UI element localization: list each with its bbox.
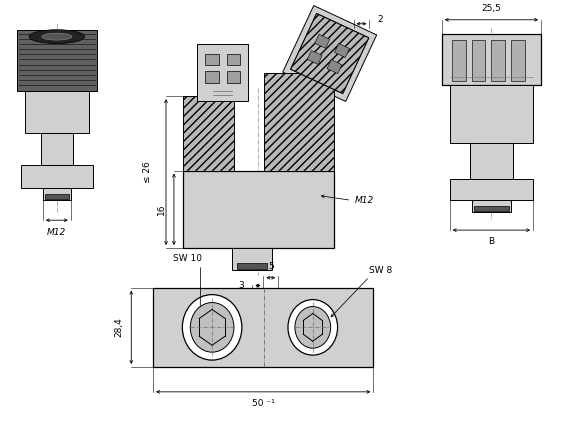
Bar (511, 40, 525, 81)
Ellipse shape (288, 299, 338, 355)
Text: 5: 5 (268, 262, 274, 271)
Ellipse shape (182, 294, 242, 360)
Bar (205, 54, 219, 66)
Bar (450, 179, 533, 201)
Text: SW 10: SW 10 (173, 254, 202, 263)
Text: 28,4: 28,4 (114, 318, 123, 337)
Bar (226, 54, 240, 66)
Ellipse shape (295, 307, 331, 348)
Text: 50 ⁻¹: 50 ⁻¹ (252, 399, 275, 408)
Bar (43, 189, 71, 201)
Text: 16: 16 (157, 203, 166, 215)
Bar (474, 206, 509, 211)
Text: ≤ 26: ≤ 26 (143, 161, 152, 183)
Bar (237, 263, 267, 269)
Bar (491, 40, 505, 81)
Text: M12: M12 (354, 196, 374, 205)
Bar (197, 44, 249, 101)
Ellipse shape (190, 302, 234, 352)
Bar (470, 143, 513, 179)
Bar (21, 165, 93, 189)
Text: M12: M12 (47, 228, 66, 237)
Bar (45, 195, 69, 199)
Bar (226, 71, 240, 83)
Bar (264, 73, 333, 170)
Bar (442, 34, 541, 85)
Text: B: B (488, 237, 495, 246)
Polygon shape (283, 5, 377, 102)
Bar (25, 91, 88, 133)
Ellipse shape (42, 33, 72, 40)
Polygon shape (290, 14, 369, 93)
Bar (205, 71, 219, 83)
Bar (452, 40, 466, 81)
Text: 3: 3 (239, 281, 244, 290)
Bar (183, 96, 235, 170)
Bar (153, 288, 373, 367)
Ellipse shape (29, 30, 84, 44)
Bar (17, 30, 97, 91)
Bar (183, 170, 333, 248)
Polygon shape (290, 14, 369, 93)
Polygon shape (335, 44, 350, 58)
Bar (471, 201, 511, 212)
Bar (232, 248, 272, 270)
Polygon shape (307, 50, 322, 64)
Polygon shape (327, 60, 342, 74)
Text: 25,5: 25,5 (481, 4, 501, 13)
Polygon shape (315, 34, 330, 48)
Bar (450, 85, 533, 143)
Text: SW 8: SW 8 (370, 266, 393, 275)
Text: 2: 2 (377, 15, 383, 24)
Bar (41, 133, 73, 165)
Bar (471, 40, 485, 81)
